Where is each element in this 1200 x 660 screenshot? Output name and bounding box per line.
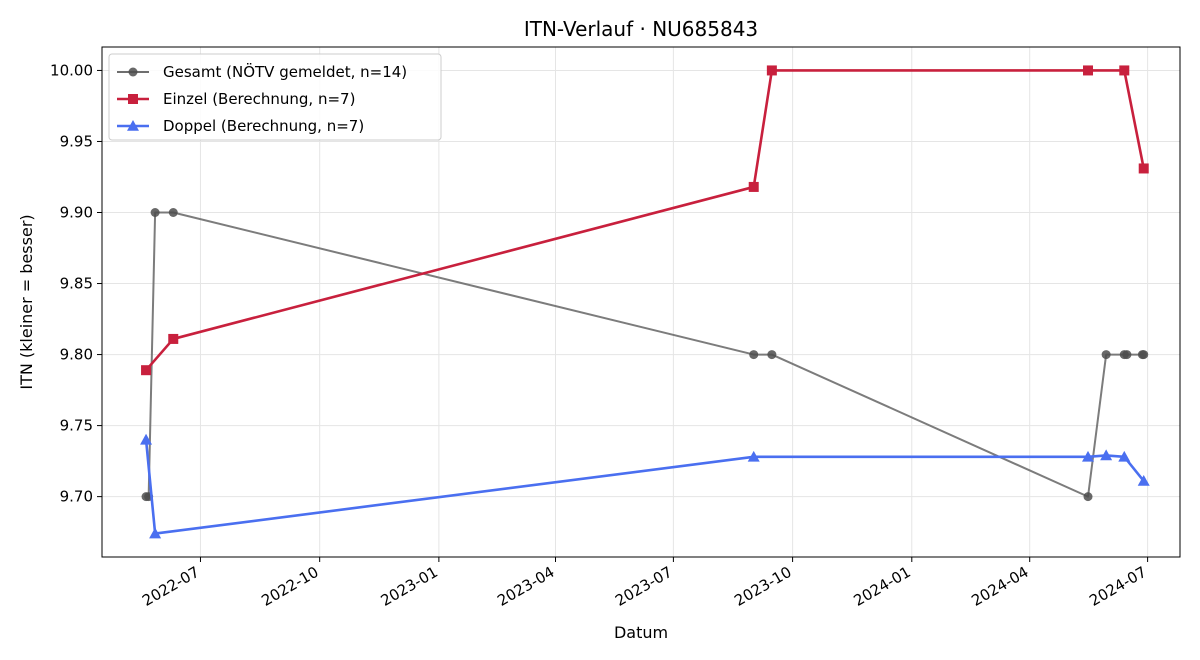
grid	[102, 47, 1180, 557]
data-point-gesamt	[1101, 350, 1111, 360]
data-point-einzel	[1083, 65, 1094, 76]
x-axis-label: Datum	[614, 623, 668, 642]
x-tick-label: 2023-01	[378, 563, 441, 610]
ticks: 2022-07 2022-10 2023-01 2023-04 2023-07 2023-…	[50, 61, 1150, 609]
data-point-gesamt	[767, 350, 777, 360]
y-tick-label: 9.75	[60, 417, 93, 435]
plot-frame	[101, 46, 1181, 558]
y-tick-label: 9.85	[60, 275, 93, 293]
data-point-gesamt	[1139, 350, 1149, 360]
legend-label: Gesamt (NÖTV gemeldet, n=14)	[163, 62, 407, 81]
data-point-doppel	[1137, 474, 1150, 486]
data-point-einzel	[141, 365, 152, 376]
legend-marker	[128, 67, 138, 77]
data-point-gesamt	[150, 208, 160, 218]
data-point-einzel	[1138, 163, 1149, 174]
legend-marker	[128, 94, 138, 104]
chart-title: ITN-Verlauf · NU685843	[524, 17, 758, 41]
x-tick-label: 2024-01	[851, 563, 914, 610]
legend-entry-einzel: Einzel (Berechnung, n=7)	[117, 90, 355, 108]
legend-entry-doppel: Doppel (Berechnung, n=7)	[117, 117, 364, 135]
x-tick-label: 2024-04	[968, 563, 1031, 610]
data-point-gesamt	[1083, 492, 1093, 502]
y-tick-label: 10.00	[50, 61, 93, 79]
y-axis-label: ITN (kleiner = besser)	[17, 214, 36, 389]
data-point-einzel	[766, 65, 777, 76]
x-tick-label: 2023-10	[731, 563, 794, 610]
data-point-doppel	[140, 433, 153, 445]
legend-marker	[127, 120, 139, 131]
data-point-einzel	[168, 333, 179, 344]
data-point-doppel	[149, 527, 162, 539]
x-tick-label: 2024-07	[1086, 563, 1149, 610]
data-point-gesamt	[749, 350, 759, 360]
x-tick-label: 2023-07	[612, 563, 675, 610]
x-tick-label: 2022-07	[139, 563, 202, 610]
legend: Gesamt (NÖTV gemeldet, n=14) Einzel (Bere…	[108, 53, 442, 141]
legend-label: Doppel (Berechnung, n=7)	[163, 117, 364, 135]
series-doppel	[140, 433, 1150, 539]
data-point-doppel	[1082, 450, 1095, 462]
data-point-einzel	[748, 181, 759, 192]
data-point-doppel	[747, 450, 760, 462]
y-tick-label: 9.90	[60, 204, 93, 222]
y-tick-label: 9.70	[60, 488, 93, 506]
data-point-gesamt	[1122, 350, 1132, 360]
series-einzel	[141, 65, 1149, 376]
data-point-doppel	[1100, 449, 1113, 461]
x-tick-label: 2022-10	[258, 563, 321, 610]
y-tick-label: 9.95	[60, 132, 93, 150]
legend-entry-gesamt: Gesamt (NÖTV gemeldet, n=14)	[117, 62, 407, 81]
data-point-doppel	[1118, 450, 1131, 462]
legend-box	[108, 53, 442, 141]
series-layer	[140, 65, 1150, 539]
series-gesamt	[141, 208, 1149, 502]
y-tick-label: 9.80	[60, 346, 93, 364]
x-tick-label: 2023-04	[494, 563, 557, 610]
data-point-gesamt	[168, 208, 178, 218]
data-point-einzel	[1119, 65, 1130, 76]
legend-label: Einzel (Berechnung, n=7)	[163, 90, 355, 108]
